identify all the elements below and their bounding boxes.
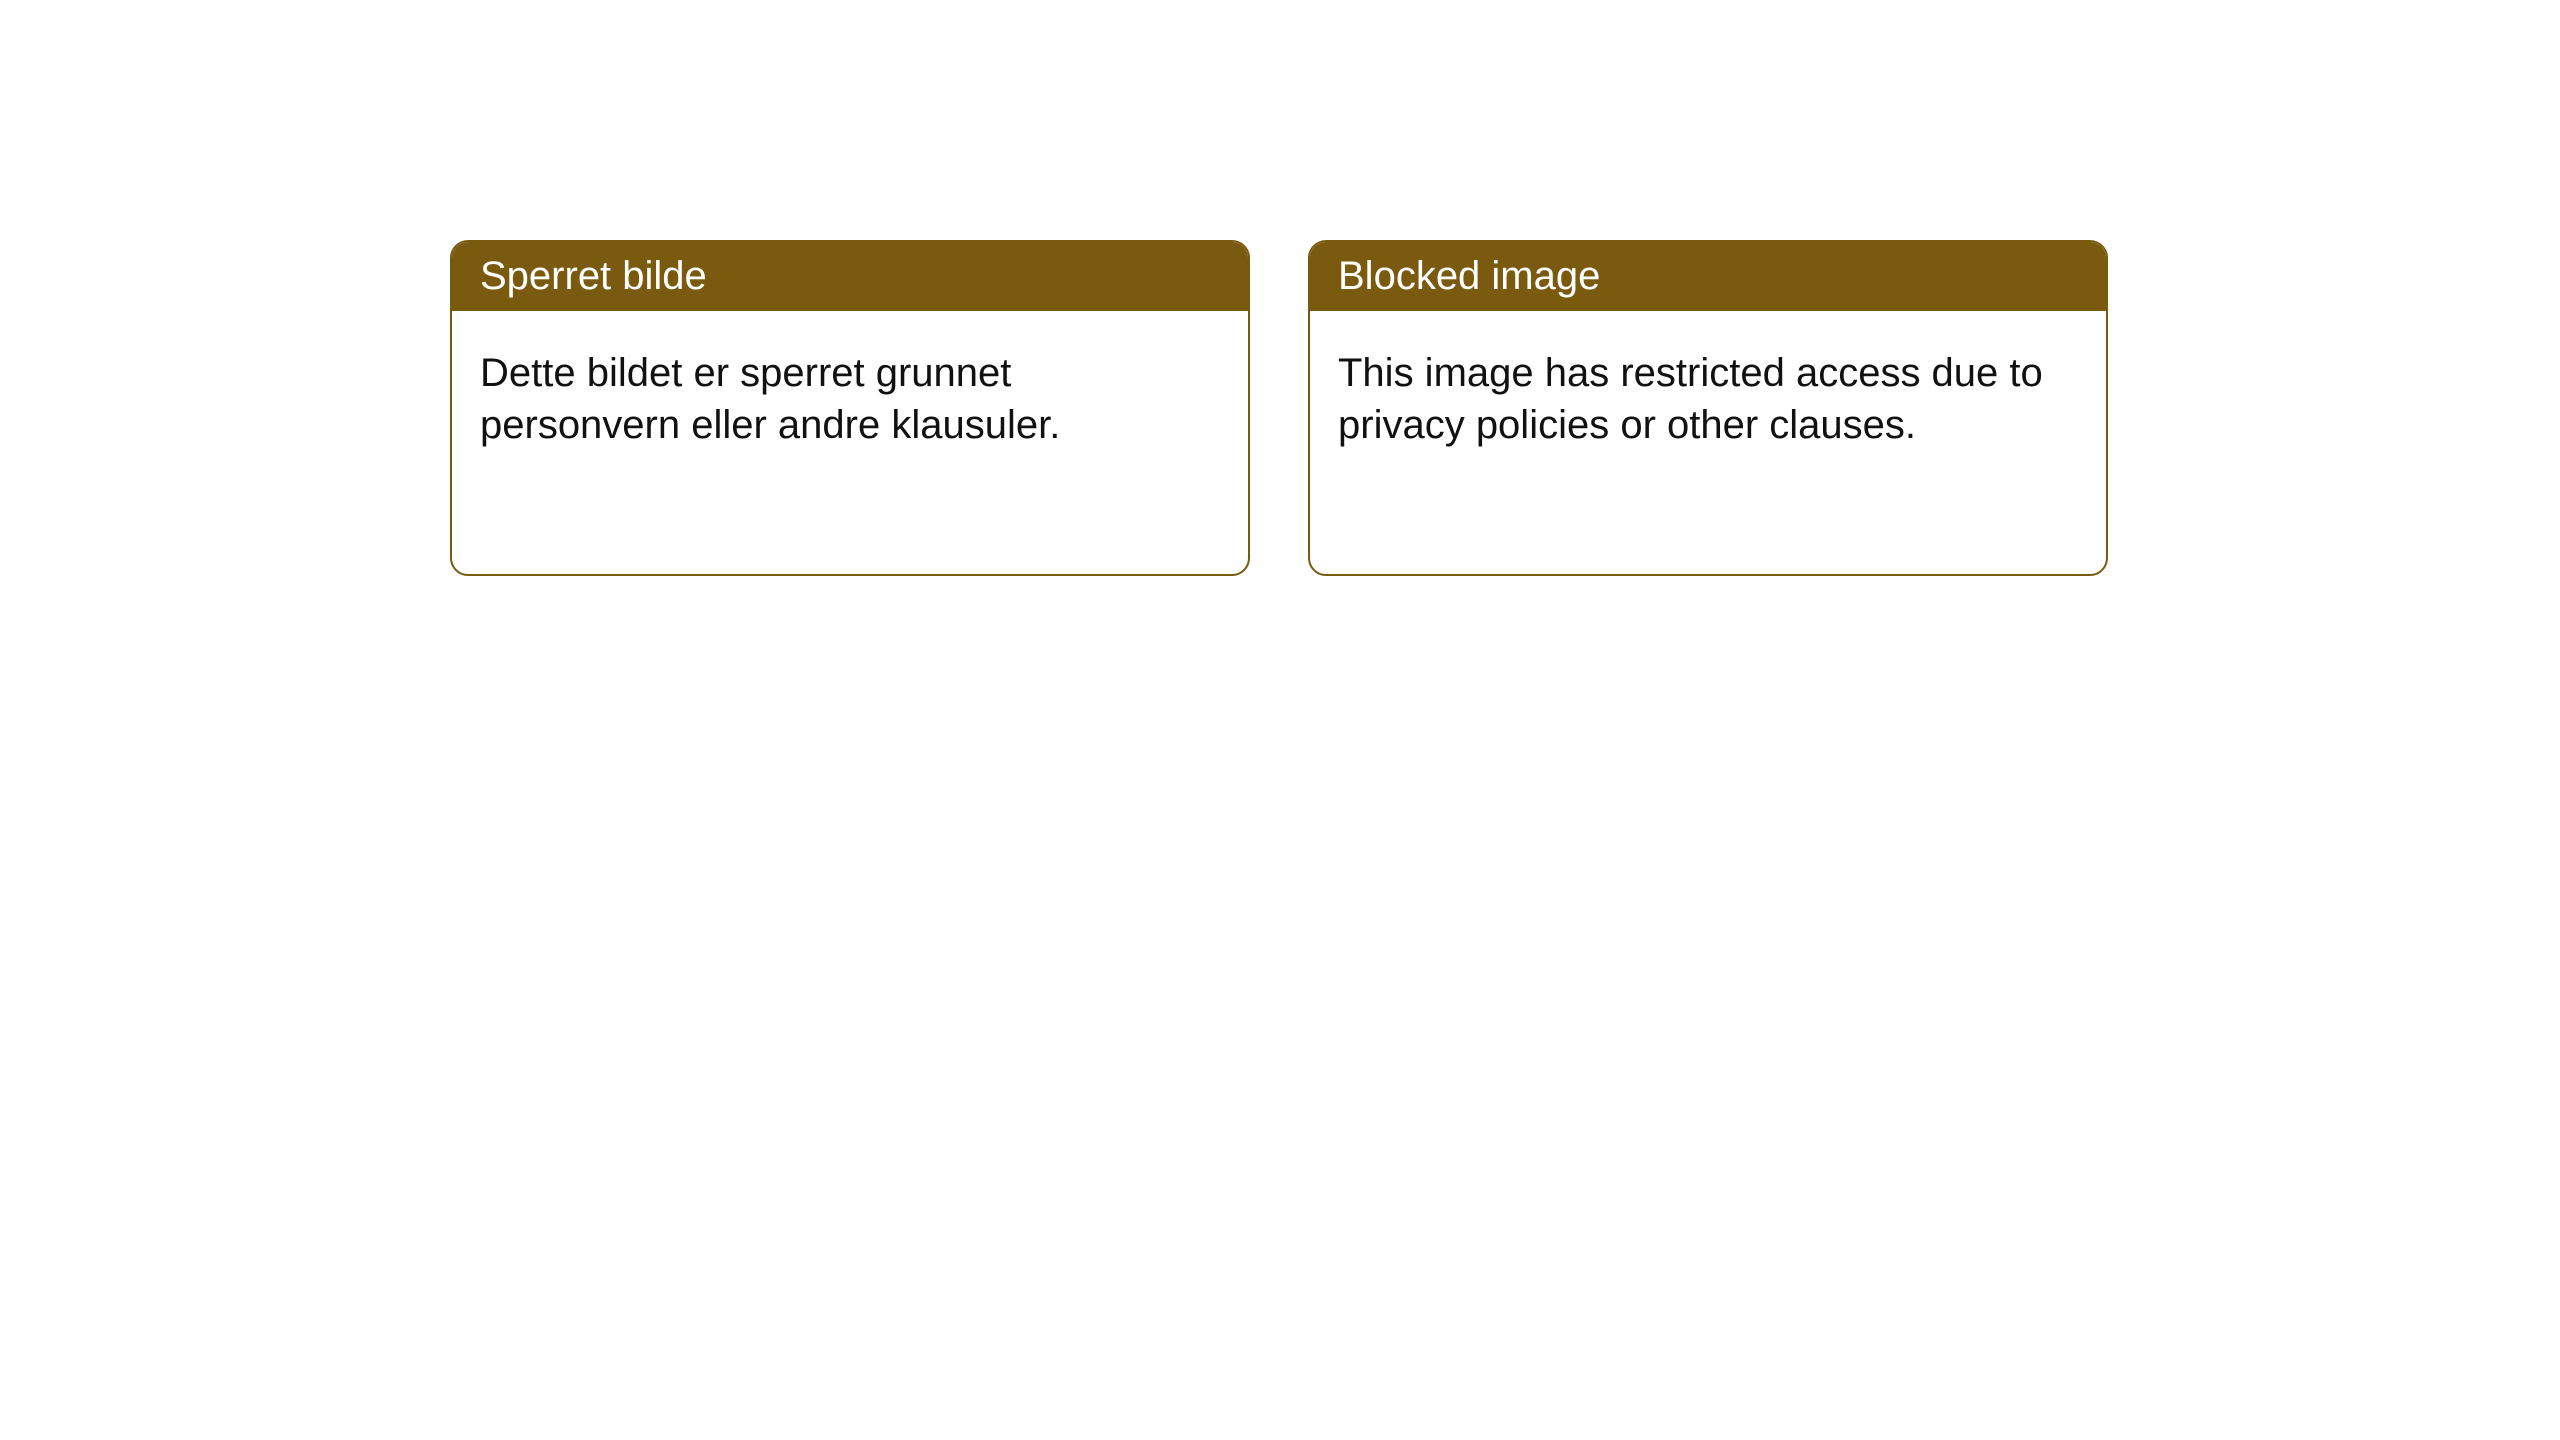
cards-container: Sperret bilde Dette bildet er sperret gr… bbox=[450, 240, 2560, 576]
card-header: Blocked image bbox=[1310, 242, 2106, 311]
card-header: Sperret bilde bbox=[452, 242, 1248, 311]
card-body: Dette bildet er sperret grunnet personve… bbox=[452, 311, 1248, 487]
card-body: This image has restricted access due to … bbox=[1310, 311, 2106, 487]
blocked-image-card-no: Sperret bilde Dette bildet er sperret gr… bbox=[450, 240, 1250, 576]
blocked-image-card-en: Blocked image This image has restricted … bbox=[1308, 240, 2108, 576]
